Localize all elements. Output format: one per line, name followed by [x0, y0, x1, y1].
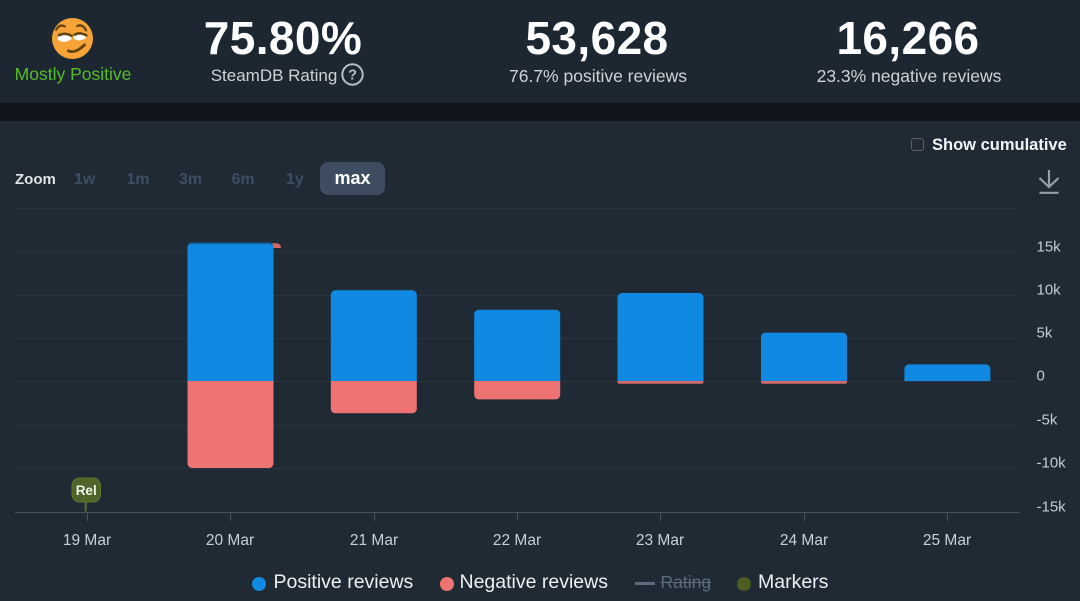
- svg-text:10k: 10k: [1037, 282, 1062, 299]
- svg-text:Rel: Rel: [76, 483, 97, 498]
- svg-text:23 Mar: 23 Mar: [636, 532, 684, 549]
- svg-text:19 Mar: 19 Mar: [63, 532, 111, 549]
- svg-text:24 Mar: 24 Mar: [780, 532, 828, 549]
- svg-text:21 Mar: 21 Mar: [350, 532, 398, 549]
- svg-text:22 Mar: 22 Mar: [493, 532, 541, 549]
- svg-text:-15k: -15k: [1037, 499, 1067, 516]
- svg-text:?: ?: [348, 68, 357, 84]
- svg-text:15k: 15k: [1037, 239, 1062, 256]
- svg-text:0: 0: [1037, 368, 1045, 385]
- svg-text:20 Mar: 20 Mar: [206, 532, 254, 549]
- svg-text:25 Mar: 25 Mar: [923, 532, 971, 549]
- svg-text:5k: 5k: [1037, 325, 1053, 342]
- svg-text:-5k: -5k: [1037, 412, 1058, 429]
- svg-text:-10k: -10k: [1037, 455, 1067, 472]
